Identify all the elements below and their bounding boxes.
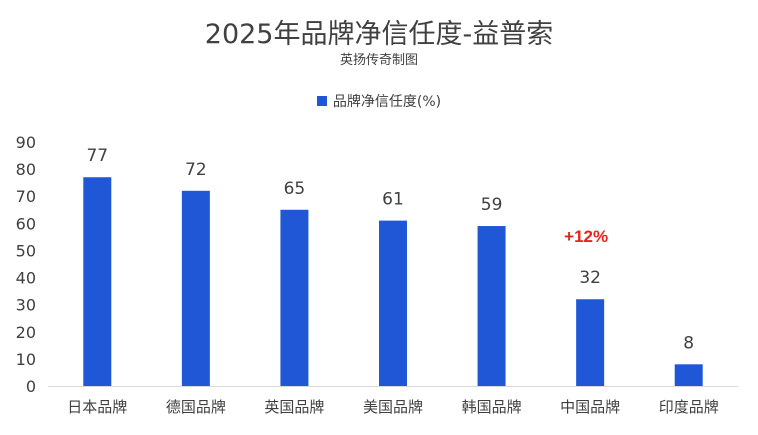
chart-title: 2025年品牌净信任度-益普索 [204, 19, 554, 50]
category-label: 美国品牌 [363, 398, 423, 416]
y-tick-label: 0 [26, 377, 36, 396]
y-tick-label: 60 [16, 214, 36, 233]
bar [477, 226, 506, 386]
category-label: 中国品牌 [560, 398, 620, 416]
data-label: 8 [683, 333, 694, 353]
category-label: 韩国品牌 [462, 398, 522, 416]
bar [280, 209, 309, 386]
data-label: 72 [185, 160, 207, 180]
bar [379, 220, 407, 386]
category-label: 印度品牌 [659, 398, 719, 416]
bar [674, 364, 703, 386]
legend-label: 品牌净信任度(%) [332, 94, 442, 110]
y-tick-label: 80 [16, 160, 36, 179]
legend: 品牌净信任度(%) [0, 91, 758, 111]
data-label: 59 [481, 195, 503, 215]
y-tick-label: 90 [16, 133, 36, 152]
data-label: 32 [579, 268, 601, 288]
bar [181, 190, 210, 386]
y-tick-label: 50 [16, 241, 36, 260]
y-tick-label: 40 [16, 269, 36, 288]
category-label: 德国品牌 [166, 398, 226, 416]
category-label: 英国品牌 [264, 398, 324, 416]
data-label: 65 [284, 179, 306, 199]
bar [83, 177, 112, 386]
data-label: 61 [382, 190, 404, 210]
legend-swatch [316, 96, 327, 106]
y-tick-label: 20 [16, 323, 36, 342]
annotation-growth: +12% [564, 227, 609, 247]
chart-subtitle: 英扬传奇制图 [339, 53, 418, 68]
bar [576, 299, 605, 386]
y-tick-label: 30 [16, 296, 36, 315]
y-tick-label: 10 [16, 350, 36, 369]
data-label: 77 [86, 146, 108, 166]
y-tick-label: 70 [16, 187, 36, 206]
category-label: 日本品牌 [67, 398, 127, 416]
